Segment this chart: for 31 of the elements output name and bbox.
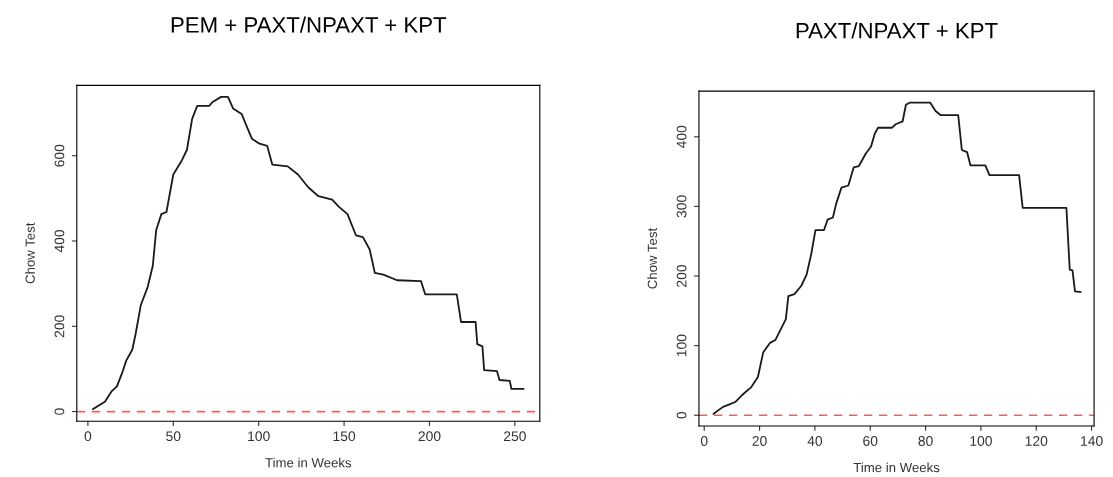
y-tick-label: 0 <box>54 408 65 415</box>
x-tick-label: 0 <box>700 436 708 446</box>
x-axis-title: Time in Weeks <box>853 462 940 473</box>
y-tick-label: 600 <box>54 144 65 167</box>
y-tick-label: 400 <box>676 125 687 149</box>
x-tick-label: 140 <box>1081 436 1103 446</box>
x-axis-title: Time in Weeks <box>265 457 352 468</box>
y-tick-label: 100 <box>676 334 687 357</box>
line-series <box>92 95 525 410</box>
chart-title: PAXT/NPAXT + KPT <box>796 22 998 39</box>
x-tick-label: 20 <box>752 436 767 446</box>
x-tick-label: 200 <box>418 431 441 442</box>
x-tick-label: 150 <box>333 431 356 442</box>
x-tick-label: 50 <box>166 431 181 442</box>
x-tick-label: 100 <box>970 436 992 446</box>
x-tick-label: 120 <box>1025 436 1048 446</box>
y-axis-title: Chow Test <box>647 227 658 289</box>
x-tick-label: 80 <box>918 436 933 446</box>
x-tick-label: 100 <box>248 431 270 442</box>
y-tick-label: 300 <box>676 195 687 218</box>
y-tick-label: 0 <box>676 411 687 419</box>
x-tick-label: 250 <box>503 431 526 442</box>
x-tick-label: 60 <box>863 436 878 446</box>
y-tick-label: 200 <box>54 315 65 338</box>
x-tick-label: 40 <box>807 436 823 446</box>
y-tick-label: 200 <box>676 264 687 287</box>
x-tick-label: 0 <box>84 431 92 442</box>
chart-title: PEM + PAXT/NPAXT + KPT <box>171 16 447 33</box>
y-tick-label: 400 <box>54 229 65 253</box>
line-series <box>712 101 1082 415</box>
y-axis-title: Chow Test <box>25 222 35 284</box>
